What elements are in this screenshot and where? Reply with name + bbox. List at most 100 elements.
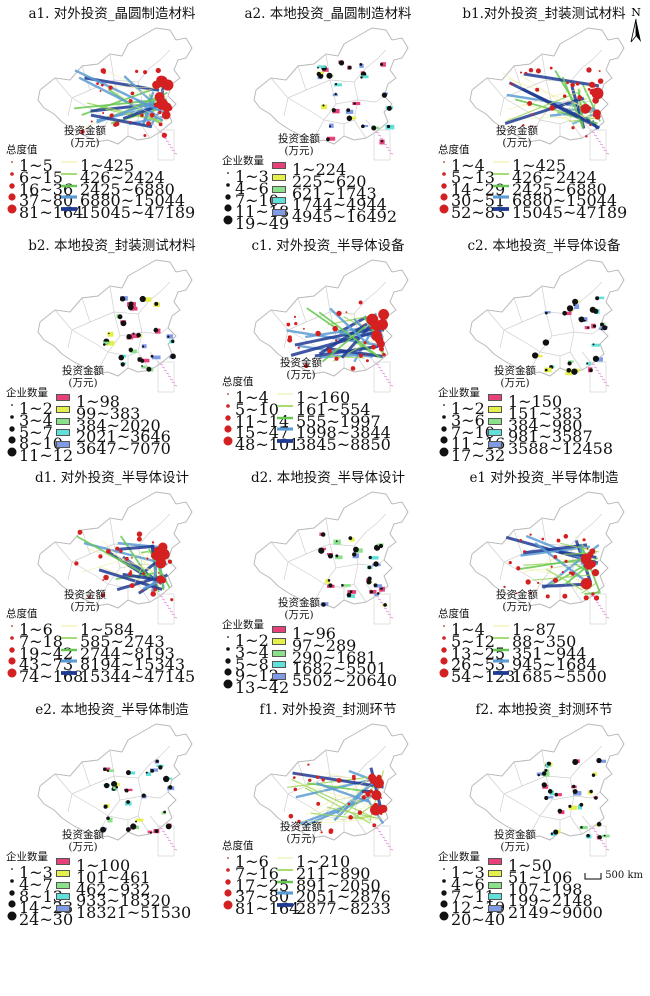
amount-legend-title-line: 投资金额 <box>496 126 538 138</box>
city-node <box>374 778 384 788</box>
city-node <box>336 311 341 316</box>
legend-line-icon <box>276 899 293 911</box>
legend-circle-icon <box>439 910 449 922</box>
china-map <box>436 246 650 396</box>
legend-circle-icon <box>7 203 17 215</box>
amount-legend-title-line: 投资金额 <box>278 134 320 146</box>
city-node <box>150 113 155 118</box>
city-node <box>96 82 99 85</box>
city-node <box>573 789 578 794</box>
city-node <box>102 579 104 581</box>
node-legend-title: 企业数量 <box>438 385 480 400</box>
legend-circle-icon <box>7 168 17 180</box>
city-node <box>328 553 333 558</box>
city-node <box>152 81 160 89</box>
city-node <box>128 572 132 576</box>
amount-legend-title-line: 投资金额 <box>62 366 104 378</box>
amount-legend-title-line: 投资金额 <box>280 358 322 370</box>
legend-circle-icon <box>7 620 17 632</box>
amount-legend-title-line: (万元) <box>62 378 104 390</box>
legend-label: 3588~12458 <box>508 439 613 458</box>
legend-color-swatch <box>272 162 286 169</box>
legend-label: 2877~8233 <box>296 899 391 918</box>
south-china-sea-inset <box>158 130 177 160</box>
amount-legend-title-line: 投资金额 <box>494 830 536 842</box>
city-node <box>146 772 148 774</box>
city-node <box>146 121 151 126</box>
city-node <box>554 793 558 797</box>
city-node <box>119 549 122 552</box>
legend-circle-icon <box>7 191 17 203</box>
legend-circle-icon <box>439 620 449 632</box>
city-node <box>374 583 378 587</box>
city-node <box>593 324 596 327</box>
node-legend-title: 总度值 <box>6 142 38 157</box>
city-node <box>129 348 133 352</box>
legend-circle-icon <box>223 423 233 435</box>
amount-legend-title-line: 投资金额 <box>494 366 536 378</box>
city-node <box>100 90 102 92</box>
legend-circle-icon <box>7 423 17 435</box>
legend-circle-icon <box>223 179 233 191</box>
city-node <box>339 60 344 65</box>
city-node <box>143 70 147 74</box>
legend-circle-icon <box>7 434 17 446</box>
legend-circle-icon <box>7 446 17 458</box>
city-node <box>593 356 599 362</box>
city-node <box>509 561 512 564</box>
legend-circle-icon <box>7 863 17 875</box>
node-legend-title: 总度值 <box>6 606 38 621</box>
legend-line-icon <box>60 168 77 180</box>
city-node <box>572 299 578 305</box>
legend-color-swatch <box>488 406 502 413</box>
city-node <box>299 774 301 776</box>
city-node <box>315 331 321 337</box>
south-china-sea-inset <box>158 362 177 392</box>
city-node <box>596 758 601 763</box>
legend-color-swatch <box>272 209 286 216</box>
legend-circle-icon <box>7 180 17 192</box>
legend-circle-icon <box>223 643 233 655</box>
city-node <box>131 92 135 96</box>
city-node <box>550 67 553 70</box>
city-node <box>350 590 353 593</box>
legend-label: 11~12 <box>19 446 73 465</box>
city-node <box>548 789 553 794</box>
city-node <box>551 566 553 568</box>
city-node <box>589 790 592 793</box>
city-node <box>378 309 389 320</box>
city-node <box>336 540 338 542</box>
legend-line-icon <box>60 180 77 192</box>
legend-color-swatch <box>488 418 502 425</box>
city-node <box>359 353 363 357</box>
city-node <box>577 95 582 100</box>
node-legend-title: 企业数量 <box>438 849 480 864</box>
legend-circle-icon <box>439 191 449 203</box>
city-node <box>150 769 154 773</box>
legend-label: 13~42 <box>235 678 289 697</box>
city-node <box>140 359 144 363</box>
legend-label: 17~32 <box>451 446 505 465</box>
south-china-sea-inset <box>590 362 609 392</box>
city-node <box>370 590 373 593</box>
city-node <box>346 108 350 112</box>
legend-circle-icon <box>223 167 233 179</box>
amount-legend-title-line: 投资金额 <box>64 590 106 602</box>
legend-circle-icon <box>223 852 233 864</box>
legend-line-icon <box>276 400 293 412</box>
city-node <box>570 83 574 87</box>
city-node <box>115 121 120 126</box>
legend-circle-icon <box>223 400 233 412</box>
city-node <box>553 578 558 583</box>
city-node <box>161 578 167 584</box>
amount-legend-title-line: (万元) <box>280 370 322 382</box>
city-node <box>115 547 119 551</box>
city-node <box>562 571 564 573</box>
city-node <box>585 135 587 137</box>
legend-circle-icon <box>7 399 17 411</box>
city-node <box>510 83 513 86</box>
city-node <box>371 790 381 800</box>
legend-color-swatch <box>488 893 502 900</box>
legend-circle-icon <box>7 667 17 679</box>
legend-circle-icon <box>223 876 233 888</box>
